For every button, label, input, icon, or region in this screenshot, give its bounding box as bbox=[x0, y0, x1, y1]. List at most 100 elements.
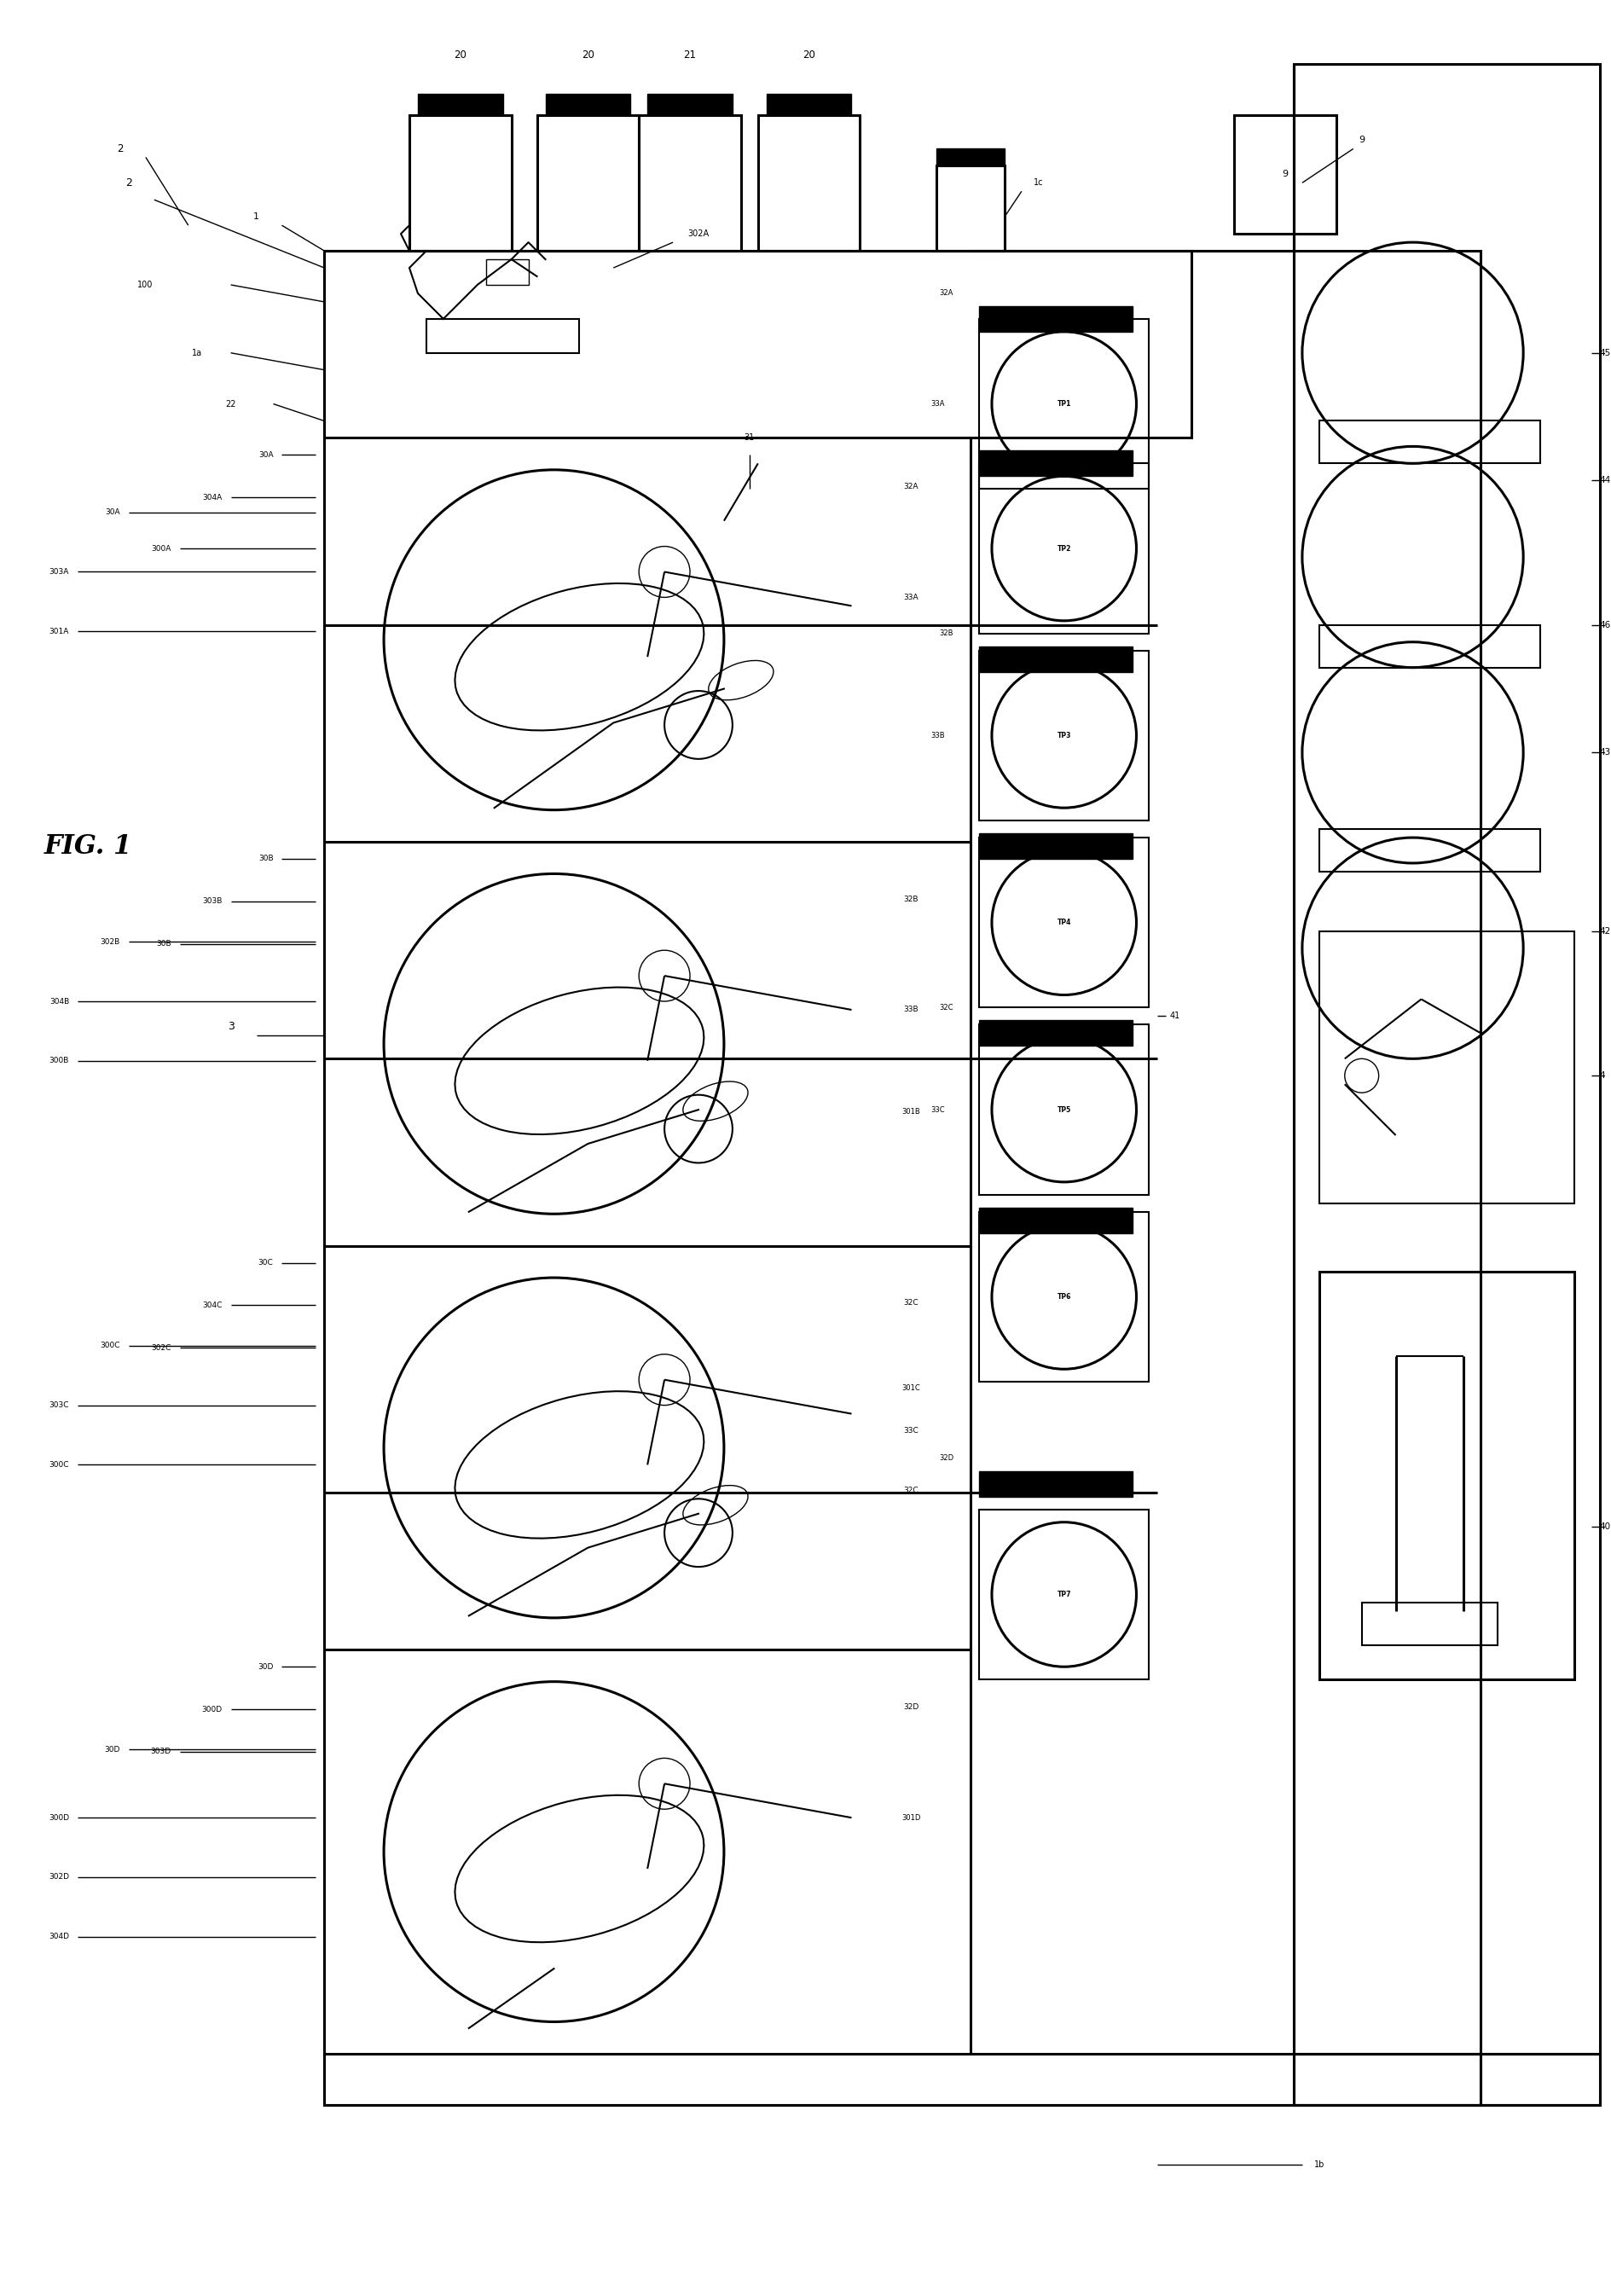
Text: 3: 3 bbox=[227, 1022, 234, 1033]
Bar bbox=[979, 305, 1133, 331]
Text: 2: 2 bbox=[118, 142, 124, 154]
Bar bbox=[324, 2053, 1481, 2105]
Text: 302C: 302C bbox=[151, 1343, 171, 1352]
Text: TP6: TP6 bbox=[1057, 1293, 1071, 1300]
Text: 304B: 304B bbox=[50, 996, 69, 1006]
Text: 30D: 30D bbox=[105, 1745, 121, 1754]
Text: 2: 2 bbox=[126, 177, 132, 188]
Bar bbox=[1319, 625, 1540, 668]
Bar bbox=[979, 1472, 1133, 1497]
Bar bbox=[487, 259, 528, 285]
Text: 22: 22 bbox=[226, 400, 237, 409]
Bar bbox=[1319, 1272, 1574, 1678]
Text: 20: 20 bbox=[802, 51, 815, 60]
Bar bbox=[1319, 420, 1540, 464]
Text: 33A: 33A bbox=[931, 400, 946, 409]
Text: 32C: 32C bbox=[904, 1300, 918, 1306]
Text: 30A: 30A bbox=[105, 507, 121, 517]
Text: 32D: 32D bbox=[939, 1456, 954, 1463]
Text: 303A: 303A bbox=[50, 567, 69, 576]
Text: 44: 44 bbox=[1600, 475, 1611, 484]
Text: 30C: 30C bbox=[258, 1258, 274, 1267]
Bar bbox=[979, 833, 1133, 859]
Bar bbox=[409, 115, 511, 250]
Bar bbox=[1294, 2053, 1600, 2105]
Bar bbox=[936, 149, 1005, 165]
Text: 42: 42 bbox=[1600, 928, 1611, 934]
Text: 32B: 32B bbox=[939, 629, 954, 638]
Text: 43: 43 bbox=[1600, 748, 1611, 758]
Text: TP7: TP7 bbox=[1057, 1591, 1071, 1598]
Bar bbox=[427, 319, 580, 354]
Text: 304C: 304C bbox=[203, 1302, 222, 1309]
Bar bbox=[1361, 1603, 1498, 1646]
Text: 21: 21 bbox=[683, 51, 696, 60]
Text: 9: 9 bbox=[1358, 135, 1365, 145]
Text: TP4: TP4 bbox=[1057, 918, 1071, 928]
Text: 33C: 33C bbox=[904, 1426, 918, 1435]
Text: 1c: 1c bbox=[1034, 179, 1044, 186]
Text: 33B: 33B bbox=[931, 732, 946, 739]
Text: 32A: 32A bbox=[939, 289, 954, 296]
Text: 304A: 304A bbox=[203, 494, 222, 501]
Text: 303D: 303D bbox=[151, 1747, 171, 1756]
Text: TP1: TP1 bbox=[1057, 400, 1071, 409]
Text: 45: 45 bbox=[1600, 349, 1611, 358]
Text: 46: 46 bbox=[1600, 620, 1611, 629]
Text: 301C: 301C bbox=[902, 1384, 920, 1391]
Text: 31: 31 bbox=[744, 434, 754, 443]
Text: 1a: 1a bbox=[192, 349, 201, 358]
Bar bbox=[536, 115, 640, 250]
Bar bbox=[979, 838, 1149, 1008]
Text: TP2: TP2 bbox=[1057, 544, 1071, 553]
Bar bbox=[979, 650, 1149, 820]
Bar bbox=[759, 115, 860, 250]
Bar bbox=[324, 250, 1481, 2105]
Text: 301A: 301A bbox=[50, 627, 69, 636]
Text: 301B: 301B bbox=[902, 1109, 920, 1116]
Text: 300B: 300B bbox=[50, 1056, 69, 1065]
Text: 33C: 33C bbox=[931, 1107, 946, 1114]
Text: 33B: 33B bbox=[904, 1006, 918, 1013]
Text: 304D: 304D bbox=[48, 1933, 69, 1940]
Text: 9: 9 bbox=[1282, 170, 1289, 179]
Bar bbox=[1319, 932, 1574, 1203]
Bar bbox=[979, 1019, 1133, 1047]
Bar bbox=[1319, 829, 1540, 872]
Text: 32C: 32C bbox=[904, 1486, 918, 1495]
Text: 300D: 300D bbox=[48, 1814, 69, 1821]
Text: 30A: 30A bbox=[258, 450, 274, 459]
Bar bbox=[1234, 115, 1336, 234]
Text: 300D: 300D bbox=[201, 1706, 222, 1713]
Bar bbox=[979, 1208, 1133, 1233]
Text: TP5: TP5 bbox=[1057, 1107, 1071, 1114]
Text: 303C: 303C bbox=[50, 1401, 69, 1410]
Text: 20: 20 bbox=[582, 51, 594, 60]
Bar bbox=[546, 94, 630, 115]
Text: 303B: 303B bbox=[203, 898, 222, 905]
Bar bbox=[324, 250, 1192, 439]
Bar bbox=[979, 464, 1149, 634]
Text: 4: 4 bbox=[1600, 1072, 1606, 1079]
Text: 40: 40 bbox=[1600, 1522, 1611, 1531]
Text: 302A: 302A bbox=[688, 230, 709, 239]
Text: 32A: 32A bbox=[904, 482, 918, 491]
Text: 30B: 30B bbox=[258, 854, 274, 863]
Bar bbox=[767, 94, 852, 115]
Text: 300C: 300C bbox=[100, 1341, 121, 1350]
Bar bbox=[979, 319, 1149, 489]
Text: 1: 1 bbox=[253, 214, 259, 220]
Text: 32D: 32D bbox=[904, 1704, 918, 1711]
Text: 100: 100 bbox=[137, 280, 153, 289]
Text: 302B: 302B bbox=[100, 939, 121, 946]
Bar bbox=[936, 165, 1005, 250]
Bar bbox=[417, 94, 503, 115]
Text: 20: 20 bbox=[454, 51, 467, 60]
Text: 30D: 30D bbox=[258, 1662, 274, 1671]
Text: 33A: 33A bbox=[904, 595, 918, 602]
Text: 1b: 1b bbox=[1315, 2161, 1324, 2167]
Text: TP3: TP3 bbox=[1057, 732, 1071, 739]
Text: 32C: 32C bbox=[939, 1003, 954, 1013]
Bar bbox=[640, 115, 741, 250]
Text: 301D: 301D bbox=[902, 1814, 920, 1821]
